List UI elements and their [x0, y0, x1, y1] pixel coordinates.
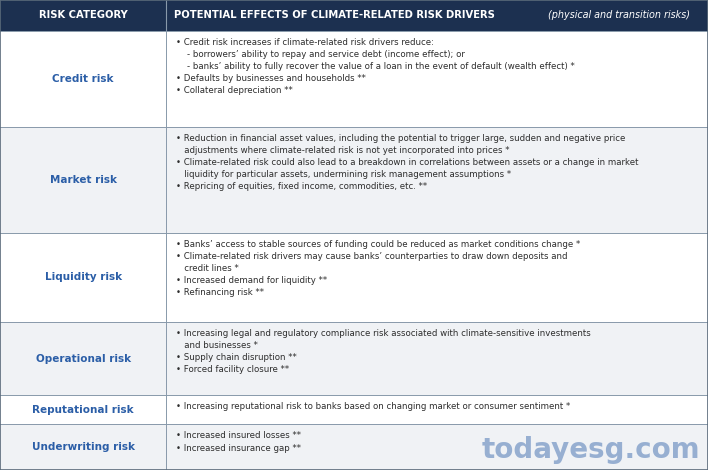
Text: • Banks’ access to stable sources of funding could be reduced as market conditio: • Banks’ access to stable sources of fun… [176, 240, 581, 297]
Bar [0, 31, 166, 127]
Text: POTENTIAL EFFECTS OF CLIMATE-RELATED RISK DRIVERS: POTENTIAL EFFECTS OF CLIMATE-RELATED RIS… [174, 10, 496, 21]
Text: Reputational risk: Reputational risk [33, 405, 134, 415]
Text: • Increased insured losses **
• Increased insurance gap **: • Increased insured losses ** • Increase… [176, 431, 302, 453]
Text: • Increasing reputational risk to banks based on changing market or consumer sen: • Increasing reputational risk to banks … [176, 402, 571, 411]
Text: • Credit risk increases if climate-related risk drivers reduce:
    - borrowers’: • Credit risk increases if climate-relat… [176, 38, 575, 95]
Bar [0, 322, 166, 395]
Text: Operational risk: Operational risk [35, 353, 131, 364]
Text: Market risk: Market risk [50, 175, 117, 185]
Text: todayesg.com: todayesg.com [481, 436, 700, 464]
Text: Underwriting risk: Underwriting risk [32, 442, 135, 452]
Bar [0, 395, 166, 424]
Text: (physical and transition risks): (physical and transition risks) [544, 10, 690, 21]
Text: Liquidity risk: Liquidity risk [45, 272, 122, 282]
Bar [0, 424, 166, 470]
Bar [0, 0, 166, 31]
Bar [166, 322, 708, 395]
Text: • Reduction in financial asset values, including the potential to trigger large,: • Reduction in financial asset values, i… [176, 134, 639, 191]
Text: Credit risk: Credit risk [52, 74, 114, 84]
Bar [166, 127, 708, 233]
Bar [0, 127, 166, 233]
Bar [166, 424, 708, 470]
Bar [166, 233, 708, 322]
Bar [166, 31, 708, 127]
Bar [0, 233, 166, 322]
Bar [166, 0, 708, 31]
Bar [166, 395, 708, 424]
Text: RISK CATEGORY: RISK CATEGORY [39, 10, 127, 21]
Text: • Increasing legal and regulatory compliance risk associated with climate-sensit: • Increasing legal and regulatory compli… [176, 329, 591, 375]
